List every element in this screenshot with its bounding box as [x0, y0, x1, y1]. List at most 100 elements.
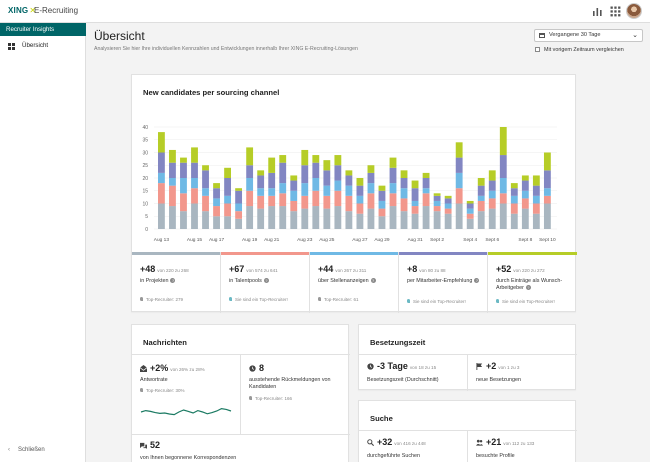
- kpi-color-bar: [221, 252, 309, 255]
- kpi-color-bar: [310, 252, 398, 255]
- pin-icon: [407, 299, 410, 303]
- info-icon[interactable]: ?: [263, 278, 269, 283]
- response-rate-label: Antwortrate: [140, 377, 168, 383]
- fill-time-cell: -3 Tage von 18 zu 15 Besetzungszeit (Durc…: [359, 354, 468, 391]
- kpi-benchmark: Sie sind ein Top-Recruiter!: [407, 299, 466, 304]
- y-tick-label: 25: [142, 163, 148, 169]
- chevron-down-icon: ⌄: [632, 32, 638, 39]
- profiles-label: besuchte Profile: [476, 453, 515, 459]
- x-tick-label: Aug 17: [209, 237, 225, 243]
- bar-segment: [323, 170, 331, 186]
- compare-checkbox[interactable]: Mit vorigem Zeitraum vergleichen: [535, 47, 624, 53]
- bar-segment: [422, 193, 430, 207]
- bar-segment: [356, 203, 364, 214]
- bar-segment: [444, 208, 452, 214]
- bar-segment: [257, 195, 265, 209]
- bar-segment: [246, 147, 254, 166]
- bar-segment: [510, 203, 518, 214]
- bar-segment: [334, 206, 342, 229]
- bar-segment: [191, 203, 198, 229]
- bar-segment: [400, 198, 408, 212]
- bar-segment: [433, 206, 441, 212]
- kpi-value: +48 von 220 zu 268: [140, 264, 189, 274]
- bar-segment: [499, 203, 507, 229]
- bar-segment: [378, 190, 386, 201]
- time-to-hire-card: Besetzungszeit -3 Tage von 18 zu 15 Beset…: [358, 324, 577, 391]
- info-icon[interactable]: ?: [474, 278, 480, 283]
- bar-segment: [466, 200, 474, 204]
- bar-segment: [180, 178, 187, 194]
- bar-segment: [191, 162, 198, 178]
- pin-icon: [229, 297, 232, 301]
- bar-segment: [312, 178, 320, 191]
- period-select[interactable]: Vergangene 30 Tage ⌄: [534, 29, 643, 42]
- kpi-talentpools: +67 von 574 zu 641 in Talentpools? Sie si…: [221, 252, 310, 313]
- info-icon[interactable]: ?: [370, 278, 376, 283]
- bar-segment: [334, 190, 342, 207]
- bar-segment: [400, 211, 408, 229]
- bar-segment: [499, 127, 507, 156]
- bar-segment: [411, 180, 419, 189]
- bar-segment: [279, 162, 287, 184]
- bar-segment: [521, 198, 529, 209]
- top-bar: XING✕ E-Recruiting: [0, 0, 650, 23]
- kpi-label: durch Einträge als Wunsch-Arbeitgeber?: [496, 278, 563, 291]
- sidebar-item-overview[interactable]: Übersicht: [0, 39, 86, 53]
- bar-segment: [411, 188, 419, 201]
- user-avatar[interactable]: [626, 3, 642, 19]
- bar-segment: [444, 203, 452, 209]
- bar-segment: [290, 175, 298, 181]
- bar-segment: [367, 193, 375, 209]
- bar-segment: [191, 147, 198, 163]
- bar-segment: [378, 185, 386, 191]
- bar-segment: [191, 178, 198, 189]
- bar-segment: [477, 185, 485, 196]
- bar-segment: [169, 178, 176, 186]
- kpi-benchmark: Top-Recruiter: 61: [318, 297, 359, 302]
- bar-segment: [466, 208, 474, 214]
- info-icon[interactable]: ?: [525, 285, 531, 290]
- bar-segment: [543, 203, 551, 229]
- messages-card: Nachrichten +2% von 26% zu 28% Antwortrat…: [131, 324, 350, 462]
- bar-segment: [334, 155, 342, 166]
- analytics-icon[interactable]: [592, 6, 603, 17]
- chevron-left-icon: ‹: [8, 447, 10, 453]
- y-tick-label: 30: [142, 150, 148, 156]
- pending-benchmark: Top-Recruiter: 166: [249, 396, 292, 401]
- bar-segment: [378, 208, 386, 217]
- bar-segment: [510, 183, 518, 189]
- x-tick-label: Aug 31: [407, 237, 423, 243]
- response-rate-cell: +2% von 26% zu 28% Antwortrate Top-Recrui…: [132, 354, 241, 434]
- checkbox-box[interactable]: [535, 47, 540, 52]
- bar-segment: [301, 208, 309, 229]
- bar-segment: [169, 149, 176, 163]
- bar-segment: [301, 195, 309, 209]
- bar-segment: [290, 190, 298, 201]
- kpi-benchmark: Sie sind ein Top-Recruiter!: [229, 297, 288, 302]
- clock-icon: [367, 363, 374, 370]
- bar-segment: [389, 167, 397, 184]
- apps-grid-icon[interactable]: [610, 6, 621, 17]
- bar-segment: [191, 188, 198, 204]
- kpi-value: +67 von 574 zu 641: [229, 264, 278, 274]
- pin-icon: [496, 299, 499, 303]
- bar-segment: [213, 183, 220, 189]
- bar-segment: [411, 206, 419, 214]
- conversations-cell: 52 von Ihnen begonnene Korrespondenzen: [132, 434, 350, 462]
- info-icon[interactable]: ?: [170, 278, 176, 283]
- bar-segment: [235, 188, 243, 191]
- collapse-sidebar-button[interactable]: ‹ Schließen: [8, 447, 45, 453]
- bar-segment: [268, 188, 276, 196]
- bar-segment: [532, 175, 540, 186]
- bar-segment: [235, 190, 243, 204]
- visited-profiles-cell: +21 von 112 zu 133 besuchte Profile: [468, 430, 577, 462]
- kpi-label: per Mitarbeiter-Empfehlung?: [407, 278, 480, 284]
- bar-segment: [345, 170, 353, 176]
- bar-segment: [345, 195, 353, 212]
- fill-time-value: -3 Tage von 18 zu 15: [367, 361, 436, 371]
- search-title: Suche: [370, 414, 393, 423]
- sidebar-section-recruiter-insights[interactable]: Recruiter Insights: [0, 23, 86, 36]
- xing-logo[interactable]: XING✕: [8, 6, 37, 15]
- fill-time-label: Besetzungszeit (Durchschnitt): [367, 377, 439, 383]
- bar-segment: [521, 208, 529, 229]
